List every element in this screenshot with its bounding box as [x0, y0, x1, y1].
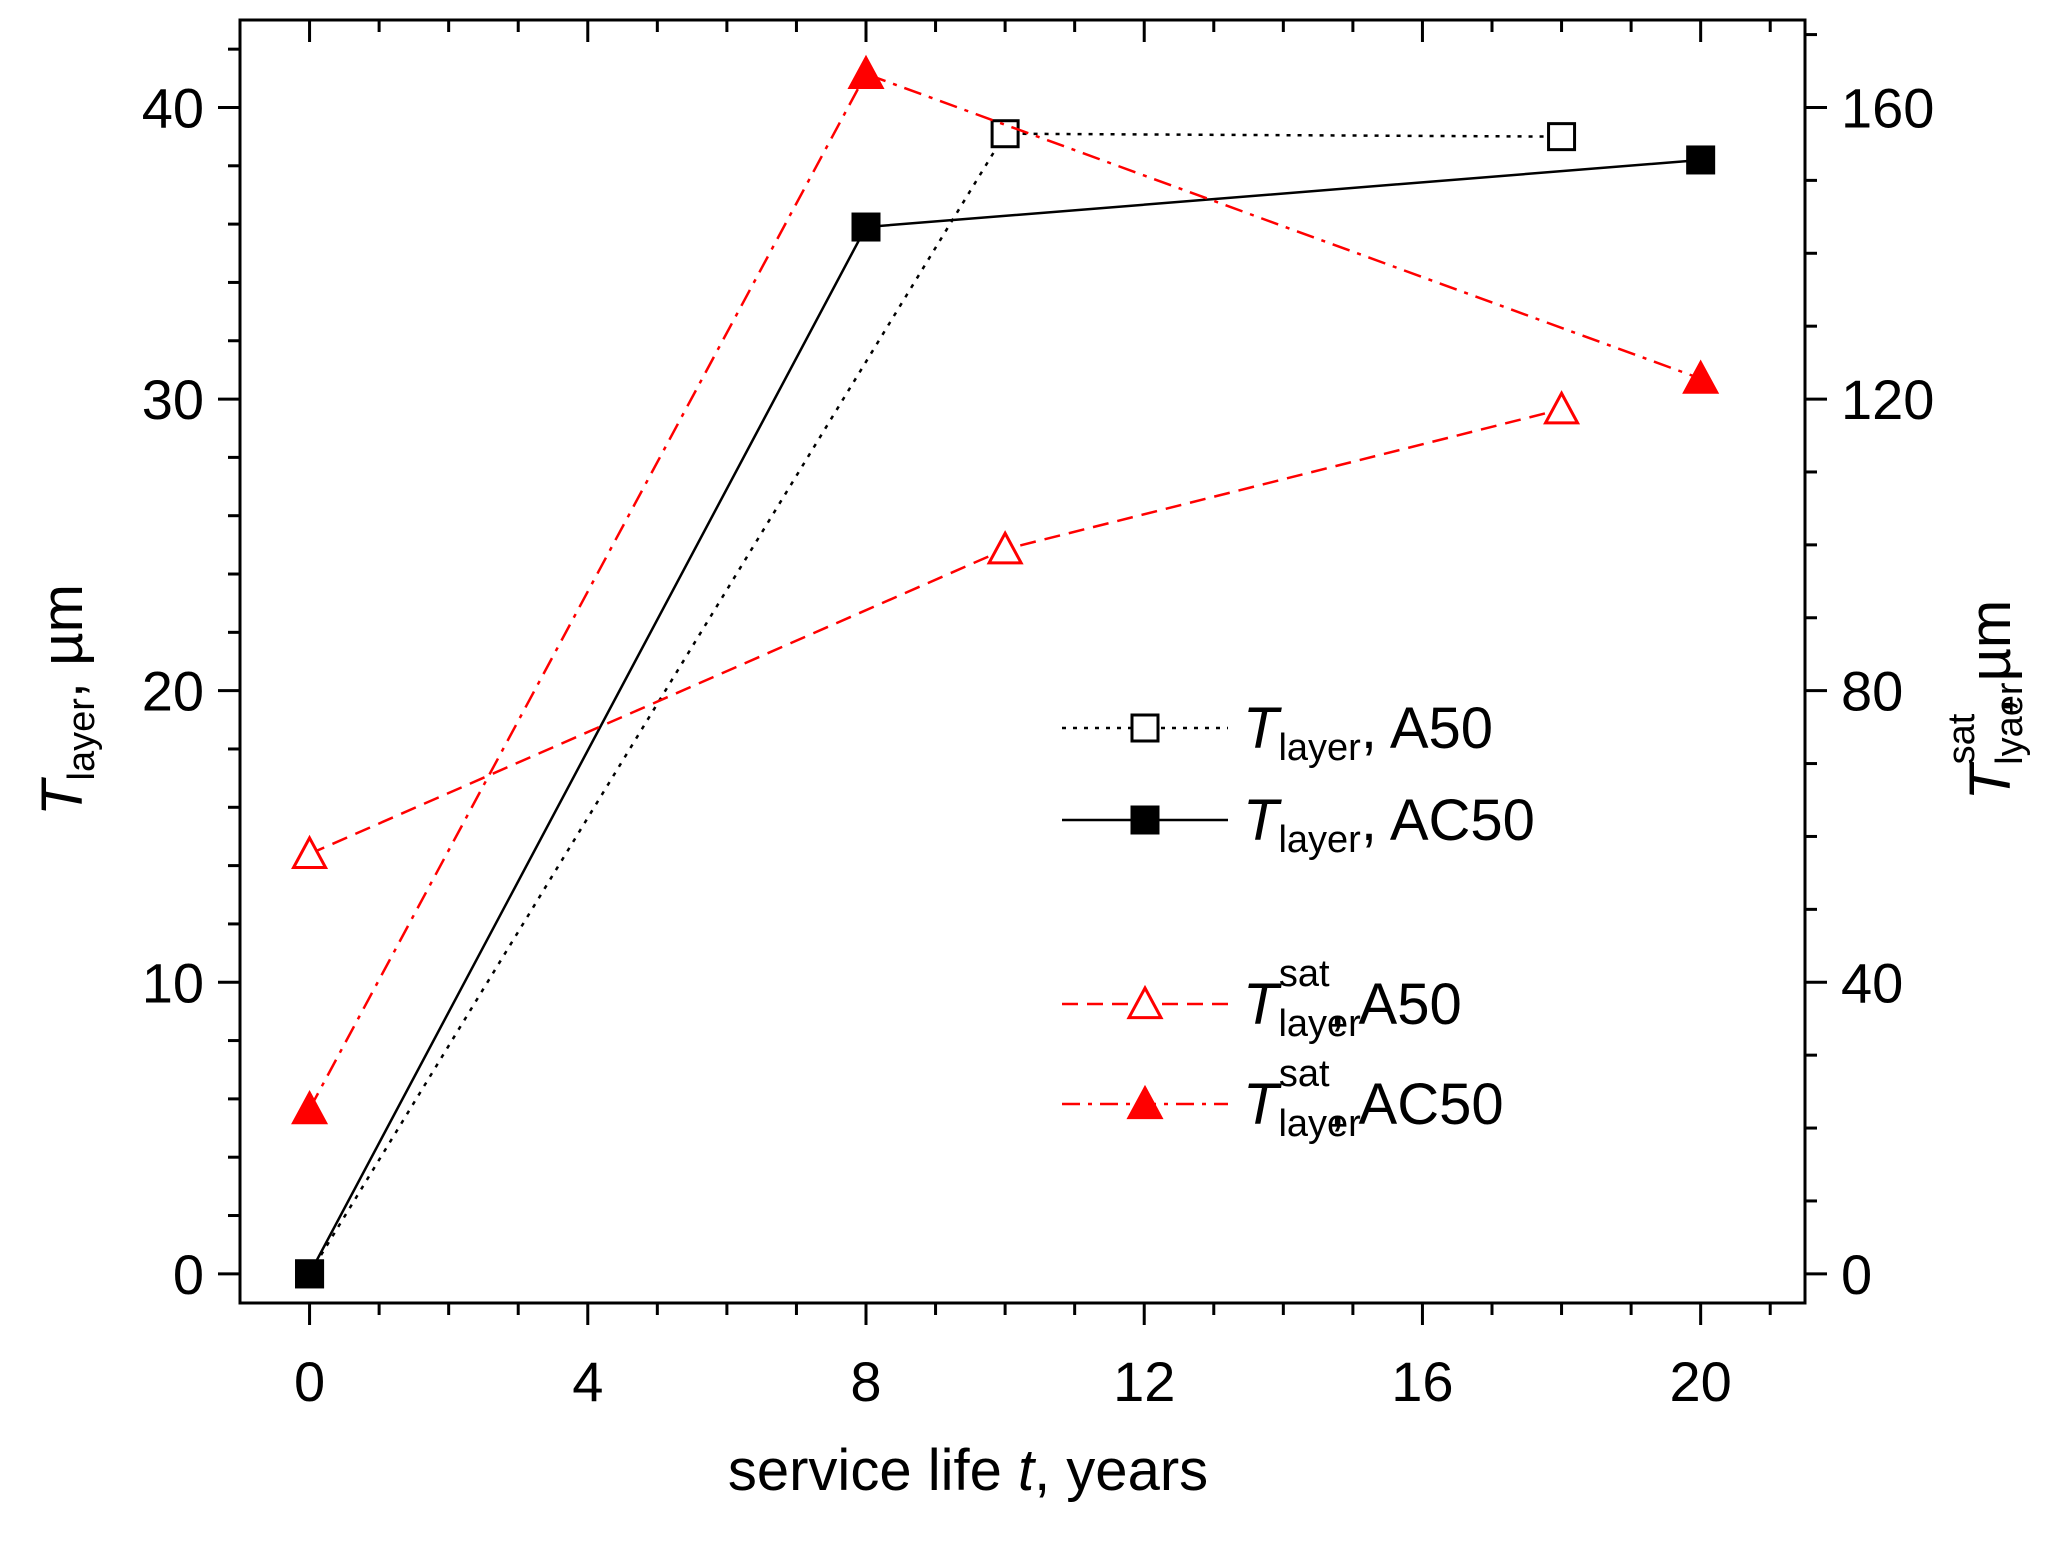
data-point — [295, 1259, 325, 1289]
legend-marker — [1130, 805, 1160, 835]
legend-marker — [1126, 1084, 1164, 1120]
data-point — [291, 1089, 329, 1125]
svg-text:Tlyaersat, µm: Tlyaersat, µm — [1941, 600, 2031, 800]
legend-item: Tlayersat, AC50 — [1062, 1053, 1504, 1145]
series-3 — [291, 390, 1581, 870]
series-layer — [291, 54, 1720, 1289]
y-right-tick-label: 80 — [1841, 660, 1903, 723]
series-4 — [291, 54, 1720, 1125]
legend-item: Tlayer, A50 — [1062, 696, 1493, 769]
legend-label: Tlayer, AC50 — [1243, 788, 1535, 861]
series-2 — [295, 145, 1716, 1289]
y-axis-left-title: Tlayer, µm — [30, 584, 103, 816]
x-tick-label: 0 — [294, 1350, 325, 1413]
data-point — [851, 212, 881, 242]
x-tick-label: 8 — [850, 1350, 881, 1413]
data-point — [847, 54, 885, 90]
x-tick-label: 4 — [572, 1350, 603, 1413]
y-left-tick-label: 40 — [142, 76, 204, 139]
legend: Tlayer, A50 Tlayer, AC50 Tlayersat, A50Tla… — [1062, 696, 1535, 1145]
legend-label: Tlayersat, A50 — [1243, 953, 1462, 1045]
x-tick-label: 20 — [1670, 1350, 1732, 1413]
legend-marker — [1130, 713, 1160, 743]
y-right-tick-label: 0 — [1841, 1243, 1872, 1306]
plot-frame — [238, 18, 1807, 1305]
data-point — [291, 834, 329, 870]
legend-label: Tlayersat, AC50 — [1243, 1053, 1504, 1145]
legend-marker — [1126, 984, 1164, 1020]
y-left-tick-label: 0 — [173, 1243, 204, 1306]
data-point — [1547, 122, 1577, 152]
data-point — [990, 119, 1020, 149]
x-axis-title: service life t, years — [728, 1438, 1208, 1503]
axis-ticks — [218, 20, 1827, 1325]
y-left-tick-label: 30 — [142, 368, 204, 431]
x-tick-label: 16 — [1391, 1350, 1453, 1413]
legend-label: Tlayer, A50 — [1243, 696, 1493, 769]
data-point — [986, 530, 1024, 565]
legend-item: Tlayersat, A50 — [1062, 953, 1462, 1045]
svg-text:Tlayer, µm: Tlayer, µm — [30, 584, 103, 816]
series-line — [308, 132, 1562, 1275]
legend-item: Tlayer, AC50 — [1062, 788, 1535, 861]
y-left-tick-label: 10 — [142, 951, 204, 1014]
y-right-tick-label: 160 — [1841, 76, 1934, 139]
svg-text:service life t, years: service life t, years — [728, 1438, 1208, 1503]
data-point — [1543, 390, 1581, 425]
x-tick-label: 12 — [1113, 1350, 1175, 1413]
axis-tick-labels: 0 4 8 12 16 20 0 10 20 30 40 0 40 80 120 160 — [142, 76, 1935, 1413]
data-point — [1682, 359, 1720, 394]
data-point — [1686, 145, 1716, 175]
y-left-tick-label: 20 — [142, 660, 204, 723]
y-right-tick-label: 120 — [1841, 368, 1934, 431]
series-line — [308, 72, 1702, 1110]
y-right-tick-label: 40 — [1841, 951, 1903, 1014]
y-axis-right-title: Tlyaersat, µm — [1941, 600, 2031, 800]
